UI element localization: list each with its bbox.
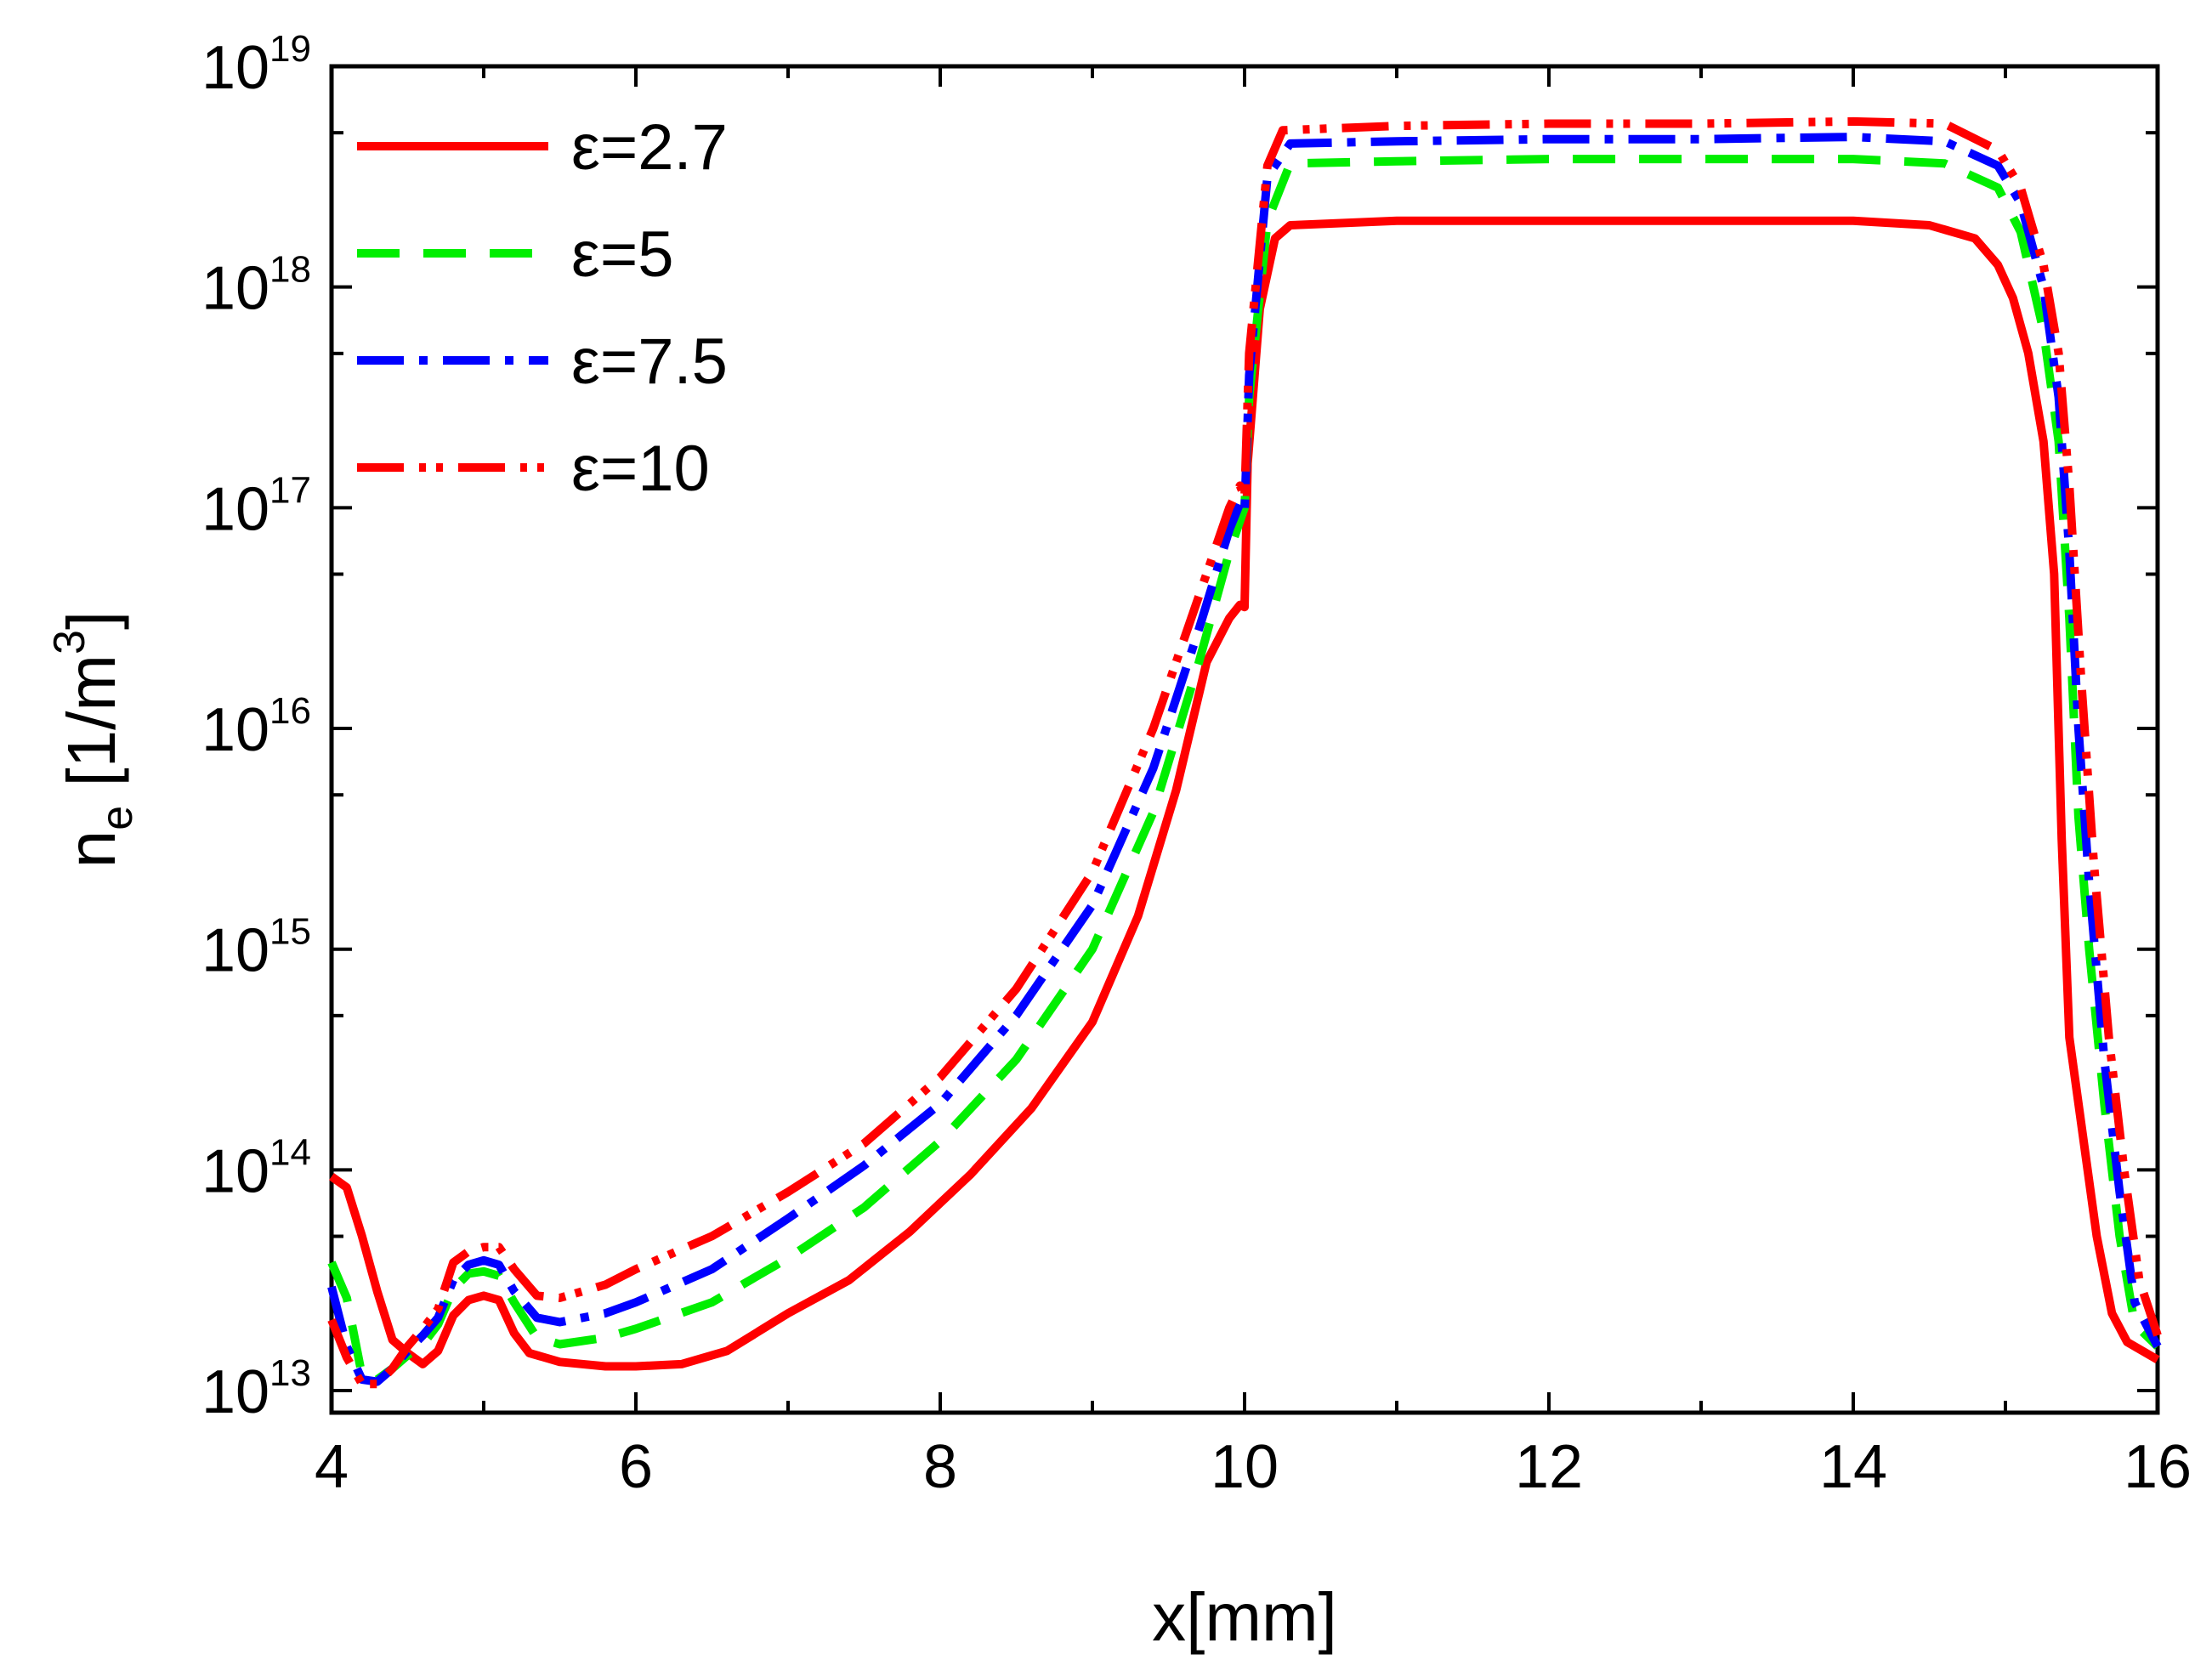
y-tick-label: 1018 [201, 249, 311, 323]
legend-label-2: ε=5 [571, 218, 674, 291]
x-axis-title: x[mm] [1152, 1579, 1337, 1655]
x-tick-label: 4 [315, 1433, 349, 1501]
x-tick-label: 14 [1819, 1433, 1887, 1501]
y-axis-ticks: 1013 1014 1015 1016 1017 1018 1019 [201, 28, 2158, 1426]
x-tick-label: 6 [619, 1433, 653, 1501]
y-tick-label: 1017 [201, 469, 311, 543]
y-tick-label: 1014 [201, 1131, 311, 1205]
series-line-3 [327, 133, 2162, 1386]
y-tick-label: 1015 [201, 911, 311, 985]
x-axis-ticks: 4 6 8 10 12 14 16 [315, 66, 2192, 1501]
plot-area [329, 64, 2160, 1415]
series-group [327, 116, 2162, 1389]
x-tick-label: 8 [923, 1433, 957, 1501]
x-tick-label: 10 [1211, 1433, 1279, 1501]
y-axis-title: ne [1/m3] [45, 611, 142, 868]
x-tick-label: 16 [2124, 1433, 2192, 1501]
x-tick-label: 12 [1515, 1433, 1583, 1501]
legend: ε=2.7 ε=5 ε=7.5 ε=10 [357, 111, 728, 505]
y-tick-label: 1016 [201, 690, 311, 764]
series-line-4 [327, 116, 2162, 1389]
legend-label-4: ε=10 [571, 433, 710, 505]
legend-label-1: ε=2.7 [571, 111, 728, 184]
legend-label-3: ε=7.5 [571, 326, 728, 398]
series-line-1 [329, 216, 2160, 1371]
y-tick-label: 1019 [201, 28, 311, 102]
y-tick-label: 1013 [201, 1352, 311, 1426]
